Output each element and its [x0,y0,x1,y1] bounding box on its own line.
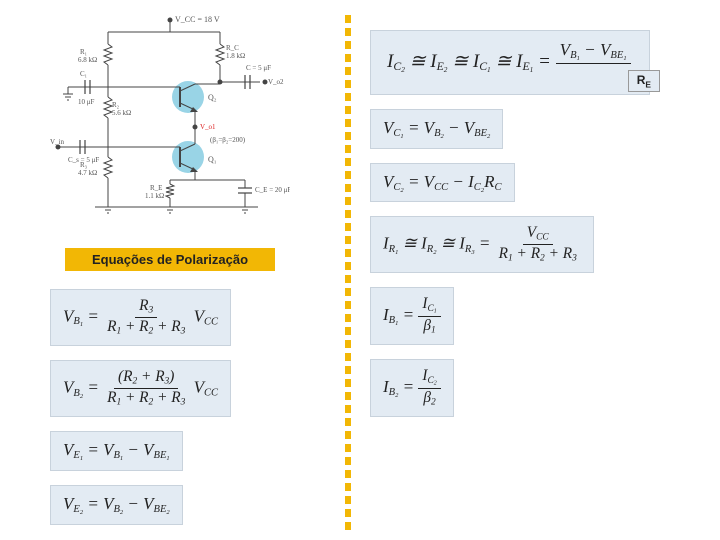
svg-text:R_E: R_E [150,184,162,192]
section-title: Equações de Polarização [65,248,275,271]
svg-text:C = 5 μF: C = 5 μF [246,64,271,72]
svg-text:4.7 kΩ: 4.7 kΩ [78,169,97,177]
svg-text:V_o2: V_o2 [268,78,284,86]
right-equation-group: IC2 ≅ IE2 ≅ IC1 ≅ IE1 = VB1 − VBE1 RE VC… [340,0,720,540]
equation-ir: IR1 ≅ IR2 ≅ IR3 = VCCR1 + R2 + R3 [370,216,594,273]
svg-text:Q₁: Q₁ [208,155,217,164]
svg-text:(β₁=β₂=200): (β₁=β₂=200) [210,136,246,144]
equation-vb2: VB2 = (R2 + R3)R1 + R2 + R3 VCC [50,360,231,417]
svg-text:C₁: C₁ [80,70,87,78]
equation-ib2: IB2 = IC2β2 [370,359,454,417]
svg-text:V_CC = 18 V: V_CC = 18 V [175,15,220,24]
svg-text:R_C: R_C [226,44,239,52]
svg-text:R₁: R₁ [80,48,87,56]
svg-text:1.1 kΩ: 1.1 kΩ [145,192,164,200]
equation-ve1: VE1 = VB1 − VBE1 [50,431,183,471]
svg-text:Q₂: Q₂ [208,93,217,102]
svg-text:1.8 kΩ: 1.8 kΩ [226,52,245,60]
left-equation-group: VB1 = R3R1 + R2 + R3 VCC VB2 = (R2 + R3)… [10,289,330,539]
svg-text:10 μF: 10 μF [78,98,95,106]
svg-text:R₂: R₂ [112,101,120,109]
re-annotation: RE [628,70,660,92]
equation-vc1: VC1 = VB2 − VBE2 [370,109,503,149]
svg-text:R₃: R₃ [80,161,88,169]
svg-text:V_in: V_in [50,138,65,146]
svg-text:6.8 kΩ: 6.8 kΩ [78,56,97,64]
svg-text:5.6 kΩ: 5.6 kΩ [112,109,131,117]
svg-text:V_o1: V_o1 [200,123,216,131]
equation-vb1: VB1 = R3R1 + R2 + R3 VCC [50,289,231,346]
equation-ib1: IB1 = IC1β1 [370,287,454,345]
svg-text:C_E = 20 μF: C_E = 20 μF [255,186,290,194]
circuit-diagram: V_CC = 18 V R₁ 6.8 kΩ R_C 1.8 kΩ [50,12,290,232]
equation-ic-ie: IC2 ≅ IE2 ≅ IC1 ≅ IE1 = VB1 − VBE1 [370,30,650,95]
equation-vc2: VC2 = VCC − IC2RC [370,163,515,203]
equation-ve2: VE2 = VB2 − VBE2 [50,485,183,525]
